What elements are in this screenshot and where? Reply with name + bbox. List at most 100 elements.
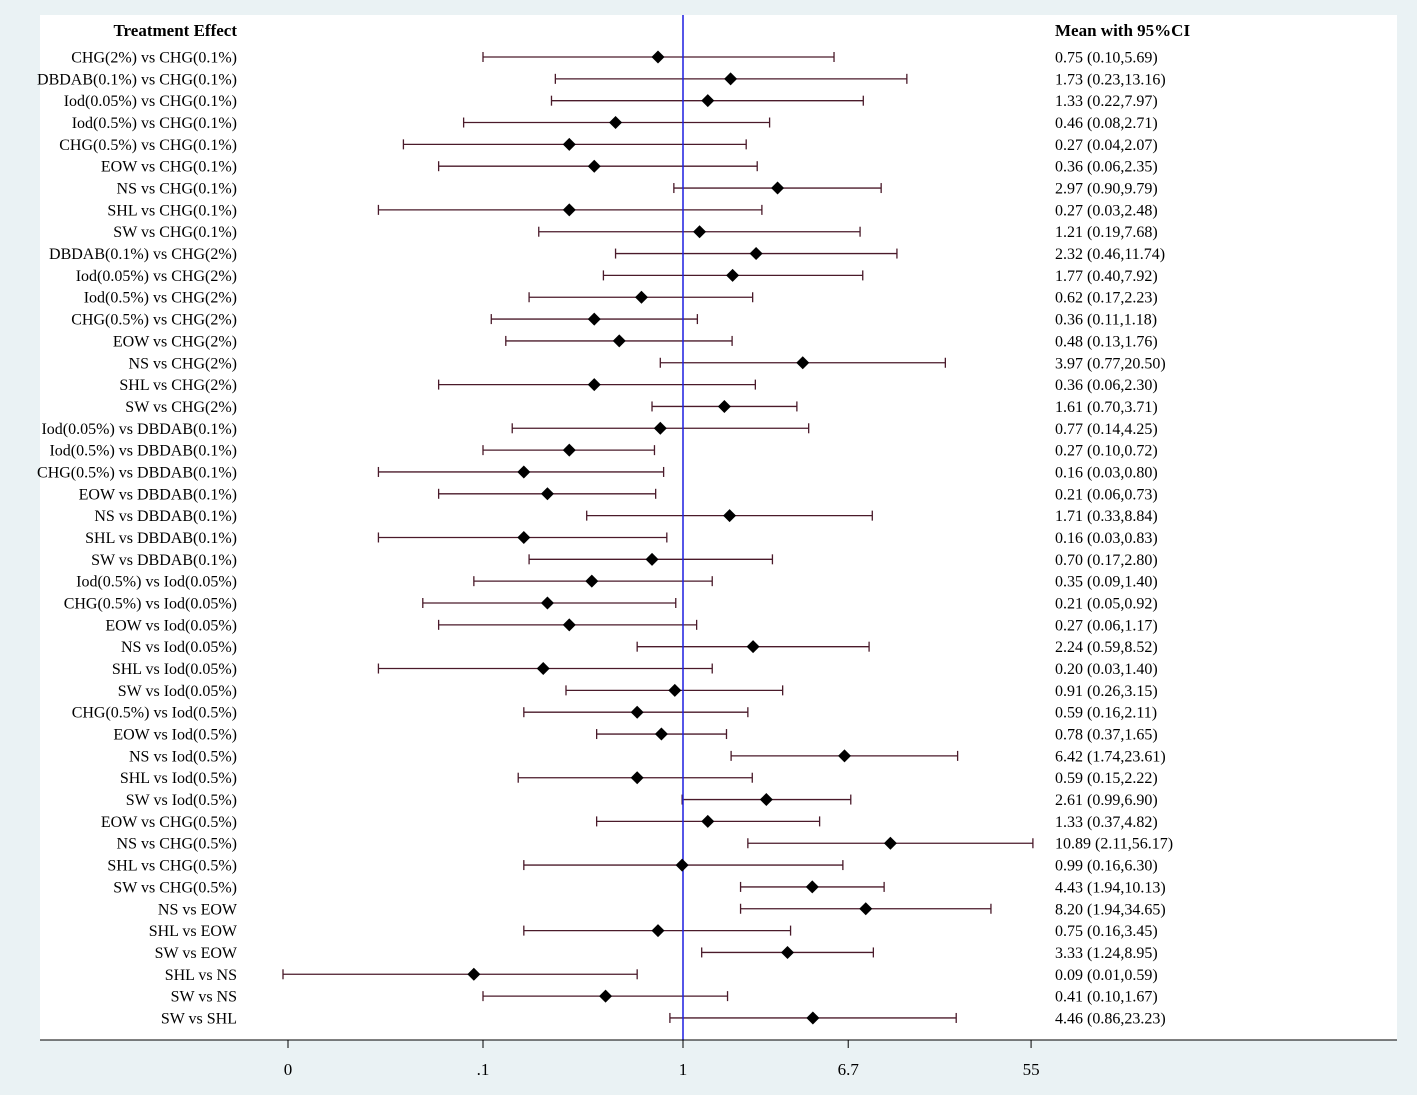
row-label: SW vs Iod(0.05%) [118,683,237,700]
row-value: 0.75 (0.10,5.69) [1055,50,1158,67]
mean-marker [517,465,531,479]
mean-marker [599,989,613,1003]
mean-marker [630,771,644,785]
row-value: 0.78 (0.37,1.65) [1055,727,1158,744]
row-value: 4.43 (1.94,10.13) [1055,879,1166,896]
row-label: SW vs NS [171,989,237,1006]
row-label: SHL vs NS [165,967,237,984]
row-value: 0.59 (0.15,2.22) [1055,770,1158,787]
row-value: 0.27 (0.10,0.72) [1055,443,1158,460]
row-label: DBDAB(0.1%) vs CHG(0.1%) [37,71,237,88]
row-value: 3.33 (1.24,8.95) [1055,945,1158,962]
label-layer: CHG(2%) vs CHG(0.1%) DBDAB(0.1%) vs CHG(0… [37,50,238,1028]
row-label: SHL vs EOW [149,923,238,940]
row-value: 0.16 (0.03,0.80) [1055,464,1158,481]
row-label: CHG(0.5%) vs CHG(2%) [71,312,237,329]
mean-marker [540,487,554,501]
plot-background [40,15,1397,1040]
row-value: 0.75 (0.16,3.45) [1055,923,1158,940]
x-tick-label: 55 [1023,1060,1040,1079]
row-value: 0.16 (0.03,0.83) [1055,530,1158,547]
mean-marker [587,378,601,392]
row-label: EOW vs Iod(0.05%) [105,617,237,634]
row-value: 0.21 (0.06,0.73) [1055,486,1158,503]
row-value: 4.46 (0.86,23.23) [1055,1010,1166,1027]
row-label: NS vs Iod(0.05%) [121,639,237,656]
row-label: SW vs CHG(0.1%) [113,224,237,241]
row-value: 2.32 (0.46,11.74) [1055,246,1165,263]
row-value: 0.09 (0.01,0.59) [1055,967,1158,984]
row-label: Iod(0.5%) vs Iod(0.05%) [76,574,237,591]
mean-marker [759,793,773,807]
mean-marker [585,574,599,588]
row-label: SW vs Iod(0.5%) [126,792,237,809]
row-label: EOW vs CHG(0.5%) [101,814,237,831]
mean-marker [562,137,576,151]
row-value: 0.21 (0.05,0.92) [1055,596,1158,613]
row-value: 0.27 (0.03,2.48) [1055,202,1158,219]
mean-marker [587,159,601,173]
row-label: CHG(0.5%) vs Iod(0.5%) [72,705,237,722]
row-value: 2.61 (0.99,6.90) [1055,792,1158,809]
row-label: CHG(2%) vs CHG(0.1%) [71,50,237,67]
row-label: NS vs CHG(0.5%) [117,836,237,853]
row-value: 2.24 (0.59,8.52) [1055,639,1158,656]
marker-layer [467,50,897,1025]
row-value: 1.33 (0.37,4.82) [1055,814,1158,831]
row-label: Iod(0.05%) vs CHG(2%) [76,268,237,285]
row-value: 6.42 (1.74,23.61) [1055,748,1166,765]
row-label: SW vs DBDAB(0.1%) [91,552,237,569]
row-value: 0.62 (0.17,2.23) [1055,290,1158,307]
row-value: 1.77 (0.40,7.92) [1055,268,1158,285]
row-value: 0.70 (0.17,2.80) [1055,552,1158,569]
row-value: 0.77 (0.14,4.25) [1055,421,1158,438]
mean-marker [540,596,554,610]
row-label: CHG(0.5%) vs CHG(0.1%) [59,137,237,154]
row-label: SHL vs CHG(0.5%) [107,858,237,875]
x-tick-label: 6.7 [838,1060,860,1079]
row-value: 0.27 (0.04,2.07) [1055,137,1158,154]
mean-marker [653,421,667,435]
row-value: 0.36 (0.06,2.35) [1055,159,1158,176]
mean-marker [630,705,644,719]
mean-marker [651,50,665,64]
mean-marker [717,399,731,413]
row-label: NS vs DBDAB(0.1%) [94,508,237,525]
mean-marker [746,640,760,654]
x-tick-label: .1 [477,1060,490,1079]
row-value: 2.97 (0.90,9.79) [1055,181,1158,198]
row-label: SW vs CHG(2%) [125,399,237,416]
mean-marker [723,509,737,523]
row-label: NS vs EOW [158,901,238,918]
row-label: SHL vs Iod(0.5%) [120,770,237,787]
mean-marker [651,924,665,938]
row-value: 1.71 (0.33,8.84) [1055,508,1158,525]
right-header: Mean with 95%CI [1055,21,1190,40]
row-label: SHL vs DBDAB(0.1%) [85,530,237,547]
mean-marker [562,203,576,217]
mean-marker [517,530,531,544]
row-label: SHL vs CHG(2%) [119,377,237,394]
row-label: SHL vs CHG(0.1%) [107,202,237,219]
row-label: EOW vs Iod(0.5%) [113,727,237,744]
mean-marker [609,116,623,130]
mean-marker [562,618,576,632]
value-layer: 0.75 (0.10,5.69) 1.73 (0.23,13.16) 1.33 (0… [1055,50,1173,1028]
row-value: 0.99 (0.16,6.30) [1055,858,1158,875]
row-label: SW vs SHL [161,1010,237,1027]
mean-marker [536,662,550,676]
row-label: EOW vs CHG(0.1%) [101,159,237,176]
row-value: 0.91 (0.26,3.15) [1055,683,1158,700]
x-tick-label: 0 [284,1060,293,1079]
row-label: SHL vs Iod(0.05%) [112,661,237,678]
mean-marker [805,880,819,894]
row-label: NS vs CHG(2%) [129,355,237,372]
left-header: Treatment Effect [113,21,237,40]
mean-marker [634,290,648,304]
mean-marker [675,858,689,872]
row-value: 0.20 (0.03,1.40) [1055,661,1158,678]
mean-marker [701,94,715,108]
row-label: Iod(0.05%) vs DBDAB(0.1%) [41,421,237,438]
row-value: 0.48 (0.13,1.76) [1055,333,1158,350]
